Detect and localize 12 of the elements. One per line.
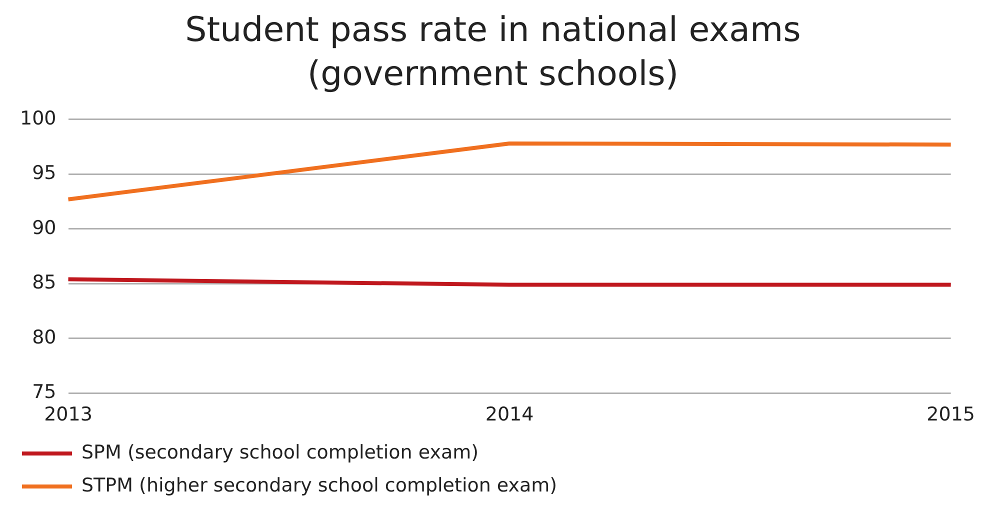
- y-tick-label: 95: [32, 162, 56, 184]
- legend-label: STPM (higher secondary school completion exam): [82, 474, 558, 496]
- y-tick-label: 90: [32, 216, 56, 239]
- x-tick-label: 2015: [926, 404, 976, 426]
- y-tick-label: 100: [20, 107, 56, 130]
- chart-title: Student pass rate in national exams (government schools): [184, 9, 802, 96]
- legend-label: SPM (secondary school completion exam): [82, 441, 479, 464]
- x-tick-label: 2013: [44, 404, 92, 426]
- x-tick-label: 2014: [485, 404, 534, 426]
- y-tick-label: 80: [32, 326, 56, 348]
- y-tick-label: 75: [32, 381, 56, 404]
- y-tick-label: 85: [32, 272, 56, 294]
